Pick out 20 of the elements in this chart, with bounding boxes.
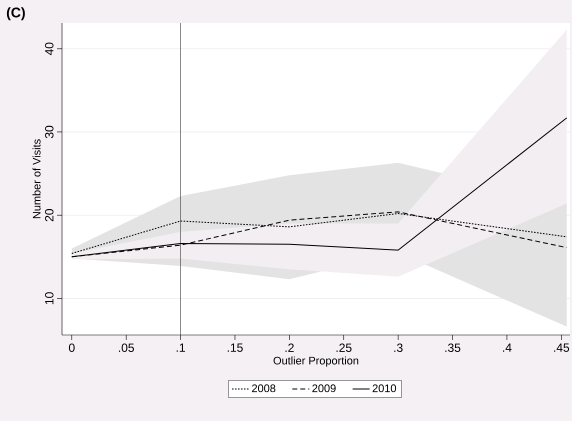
x-tick-label: .2: [285, 344, 294, 352]
x-tick-label: .1: [176, 344, 185, 352]
x-tick-label: .25: [336, 344, 352, 352]
x-tick-label: .3: [394, 344, 403, 352]
y-tick-label: 10: [45, 292, 54, 304]
y-tick-label: 20: [45, 209, 54, 222]
x-tick-label: .05: [118, 344, 134, 352]
y-axis-title: Number of Visits: [32, 139, 41, 218]
legend-label: 2009: [312, 384, 336, 392]
y-tick-label: 40: [45, 42, 54, 56]
x-tick-label: .45: [554, 344, 570, 352]
x-tick-label: 0: [68, 344, 75, 352]
x-axis-title: Outlier Proportion: [274, 356, 358, 367]
chart-title: (C): [6, 7, 25, 20]
x-tick-label: .4: [503, 344, 512, 352]
y-tick-label: 30: [45, 126, 54, 138]
x-tick-label: .15: [228, 344, 243, 352]
legend-label: 2010: [372, 384, 396, 392]
legend-label: 2008: [252, 384, 276, 392]
x-tick-label: .35: [445, 344, 460, 352]
